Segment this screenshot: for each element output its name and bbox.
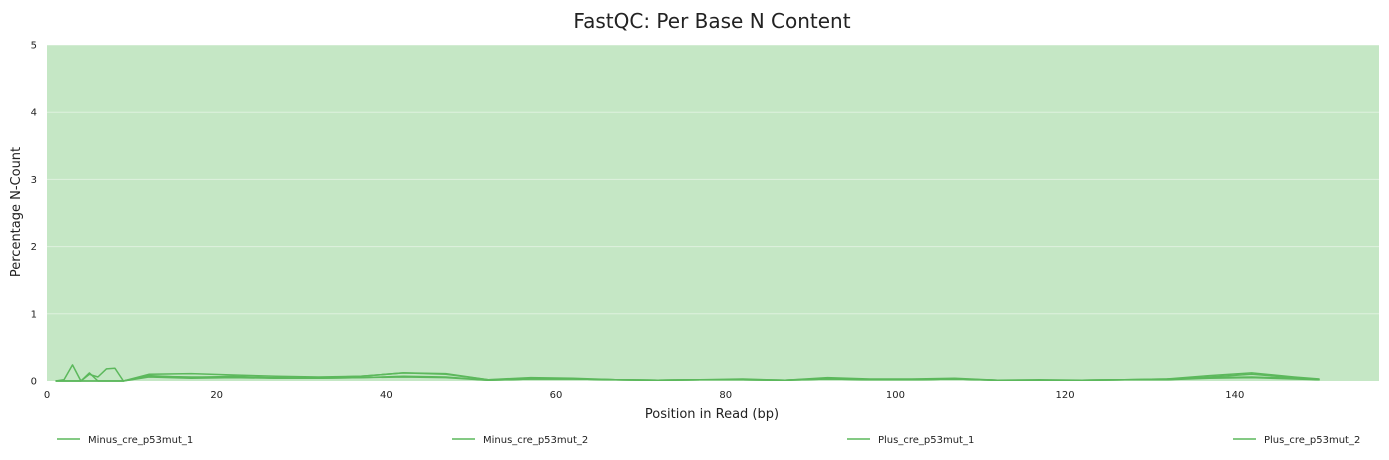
y-axis-ticks: 0 1 2 3 4 5 (31, 41, 37, 388)
legend-label: Minus_cre_p53mut_2 (483, 435, 588, 446)
x-tick-label: 80 (719, 390, 732, 401)
x-tick-label: 60 (550, 390, 563, 401)
x-tick-label: 40 (380, 390, 393, 401)
y-tick-label: 2 (31, 242, 37, 253)
legend-label: Plus_cre_p53mut_1 (878, 435, 974, 446)
series-line (55, 375, 1320, 382)
x-axis-label: Position in Read (bp) (645, 407, 779, 422)
y-tick-label: 0 (31, 377, 37, 388)
legend-label: Plus_cre_p53mut_2 (1264, 435, 1360, 446)
x-tick-label: 120 (1056, 390, 1075, 401)
y-tick-label: 1 (31, 309, 37, 320)
x-tick-label: 100 (886, 390, 905, 401)
x-tick-label: 20 (210, 390, 223, 401)
y-tick-label: 4 (31, 108, 37, 119)
y-tick-label: 5 (31, 41, 37, 52)
x-axis-ticks: 0 20 40 60 80 100 120 140 (44, 390, 1245, 401)
series-lines (55, 364, 1320, 382)
x-tick-label: 140 (1225, 390, 1244, 401)
chart-title: FastQC: Per Base N Content (573, 9, 850, 33)
y-tick-label: 3 (31, 175, 37, 186)
legend-label: Minus_cre_p53mut_1 (88, 435, 193, 446)
y-axis-label: Percentage N-Count (9, 147, 24, 277)
plot-background (47, 45, 1379, 381)
x-tick-label: 0 (44, 390, 50, 401)
grid-lines (47, 44, 1379, 315)
legend: Minus_cre_p53mut_1 Minus_cre_p53mut_2 Plus… (57, 435, 1360, 446)
